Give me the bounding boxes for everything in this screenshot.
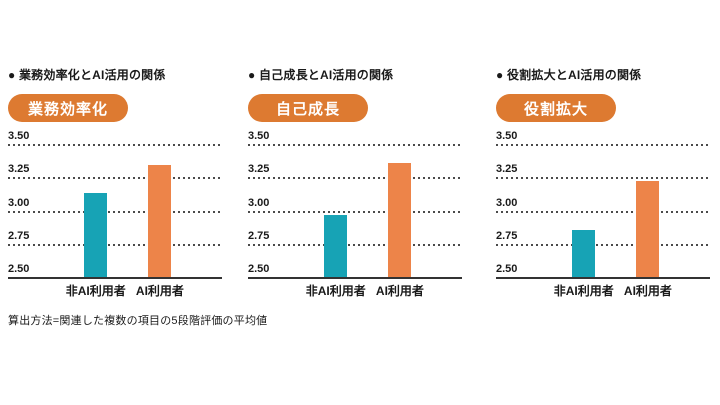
y-tick-label: 3.50 [8,130,30,142]
y-tick-label: 2.50 [8,263,30,275]
x-axis-labels: 非AI利用者 AI利用者 [496,282,710,300]
gridline [8,144,222,146]
x-axis-line [496,277,710,279]
gridline [496,177,710,180]
x-axis-labels: 非AI利用者 AI利用者 [248,282,462,300]
gridline [8,243,222,246]
y-tick-label: 3.00 [496,196,518,209]
y-tick-label: 3.25 [8,163,30,176]
category-badge: 業務効率化 [8,94,128,122]
label-ai-users: AI利用者 [135,284,184,298]
chart-work-efficiency: ● 業務効率化とAI活用の関係 業務効率化 2.50 2.75 3.00 3.25 3.… [0,66,240,300]
gridline [496,210,710,213]
gridline [248,144,462,146]
label-ai-users: AI利用者 [623,284,672,298]
bar-non-ai-users [572,229,596,277]
y-tick-label: 2.50 [496,263,518,275]
y-tick-label: 2.50 [248,263,270,275]
y-tick-label: 2.75 [496,229,518,242]
category-badge: 自己成長 [248,94,368,122]
y-tick-label: 3.00 [248,196,270,209]
chart-title: ● 役割拡大とAI活用の関係 [496,68,642,82]
bar-plot: 2.50 2.75 3.00 3.25 3.50 [8,130,222,279]
y-tick-label: 3.25 [496,163,518,176]
y-tick-label: 3.50 [496,130,518,142]
chart-title: ● 自己成長とAI活用の関係 [248,68,394,82]
y-tick-label: 3.25 [248,163,270,176]
bar-plot: 2.50 2.75 3.00 3.25 3.50 [496,130,710,279]
chart-title: ● 業務効率化とAI活用の関係 [8,68,166,82]
bar-ai-users [388,163,412,277]
x-axis-line [8,277,222,279]
label-ai-users: AI利用者 [375,284,424,298]
footnote: 算出方法=関連した複数の項目の5段階評価の平均値 [8,315,268,327]
bar-ai-users [636,180,660,277]
charts-row: ● 業務効率化とAI活用の関係 業務効率化 2.50 2.75 3.00 3.25 3.… [0,66,720,300]
label-non-ai-users: 非AI利用者 [65,284,126,298]
gridline [8,177,222,180]
bar-non-ai-users [324,215,348,277]
bar-plot: 2.50 2.75 3.00 3.25 3.50 [248,130,462,279]
x-axis-line [248,277,462,279]
category-badge: 役割拡大 [496,94,616,122]
gridline [248,210,462,213]
y-tick-label: 3.50 [248,130,270,142]
gridline [496,144,710,146]
chart-self-growth: ● 自己成長とAI活用の関係 自己成長 2.50 2.75 3.00 3.25 3.50… [240,66,480,300]
chart-role-expansion: ● 役割拡大とAI活用の関係 役割拡大 2.50 2.75 3.00 3.25 3.50… [480,66,720,300]
gridline [248,177,462,180]
label-non-ai-users: 非AI利用者 [553,284,614,298]
x-axis-labels: 非AI利用者 AI利用者 [8,282,222,300]
y-tick-label: 3.00 [8,196,30,209]
bar-ai-users [148,164,172,277]
label-non-ai-users: 非AI利用者 [305,284,366,298]
gridline [496,243,710,246]
gridline [8,210,222,213]
y-tick-label: 2.75 [8,229,30,242]
bar-non-ai-users [84,192,108,277]
gridline [248,243,462,246]
y-tick-label: 2.75 [248,229,270,242]
